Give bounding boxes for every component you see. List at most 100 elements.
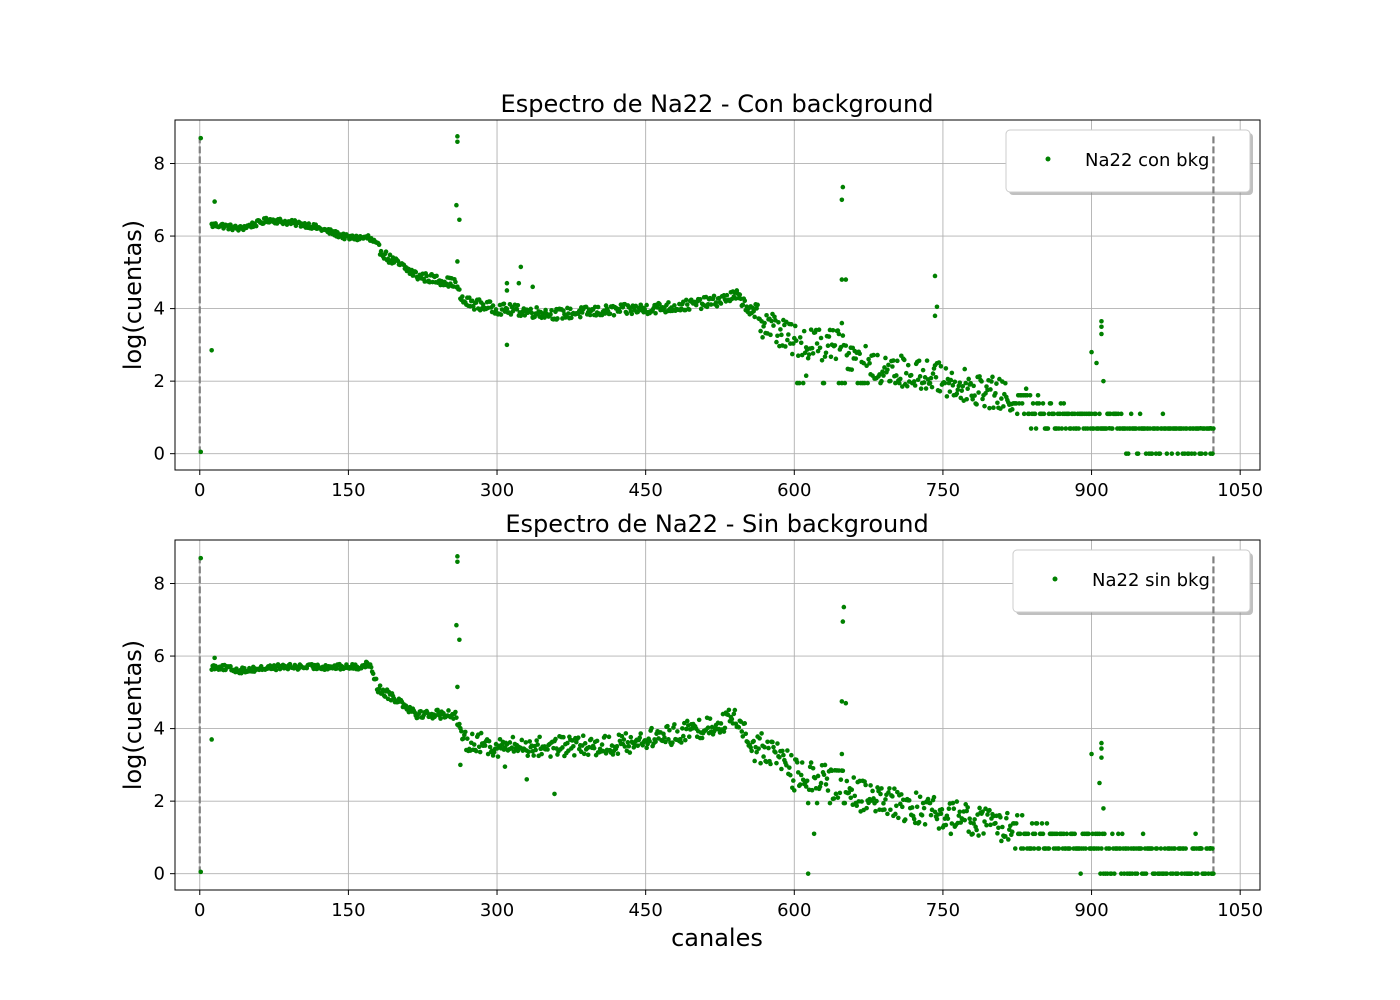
data-point <box>1051 411 1057 417</box>
data-point <box>1046 846 1052 851</box>
data-point <box>610 752 616 757</box>
data-point <box>770 739 775 745</box>
data-point <box>534 305 539 310</box>
data-point <box>635 309 641 315</box>
data-point <box>878 791 883 797</box>
data-point <box>623 731 629 736</box>
data-point <box>839 320 845 326</box>
data-point <box>988 387 993 392</box>
data-point <box>1021 411 1027 417</box>
data-point <box>1099 324 1104 330</box>
data-point <box>1137 411 1143 417</box>
data-point <box>1195 871 1200 876</box>
data-point <box>1149 846 1155 851</box>
data-point <box>721 729 727 734</box>
data-point <box>752 314 757 320</box>
data-point <box>760 335 765 340</box>
data-point <box>893 380 898 386</box>
data-point <box>574 739 579 745</box>
data-point <box>647 738 652 744</box>
data-point <box>684 718 690 724</box>
data-point <box>697 297 703 302</box>
data-point <box>568 306 573 312</box>
data-point <box>565 740 570 746</box>
data-point <box>699 735 705 741</box>
data-point <box>581 751 587 757</box>
data-point <box>927 800 933 806</box>
data-point <box>947 389 953 394</box>
data-point <box>373 676 379 682</box>
data-point <box>683 737 688 743</box>
data-point <box>948 377 954 383</box>
data-point <box>457 721 462 727</box>
data-point <box>875 352 880 358</box>
data-point <box>1032 411 1038 417</box>
data-point <box>800 380 806 386</box>
data-point <box>455 259 460 264</box>
data-point <box>866 356 871 362</box>
x-tick-label: 1050 <box>1217 480 1263 501</box>
data-point <box>486 738 492 744</box>
data-point <box>817 784 823 789</box>
data-point <box>822 354 828 359</box>
data-point <box>925 796 931 802</box>
data-point <box>415 715 421 720</box>
data-point <box>509 745 515 750</box>
data-point <box>865 380 870 386</box>
data-point <box>548 754 553 759</box>
data-point <box>1160 411 1166 417</box>
data-point <box>209 348 214 353</box>
data-point <box>964 396 969 402</box>
data-point <box>434 273 439 279</box>
data-point <box>932 809 938 815</box>
data-point <box>535 742 540 747</box>
data-point <box>991 405 996 411</box>
data-point <box>1061 401 1067 406</box>
data-point <box>843 277 849 282</box>
data-point <box>582 741 588 746</box>
data-point <box>588 736 594 742</box>
data-point <box>779 766 784 772</box>
data-point <box>533 747 538 753</box>
data-point <box>585 752 591 758</box>
data-point <box>729 716 735 722</box>
data-point <box>805 800 811 806</box>
data-point <box>863 343 868 349</box>
data-point <box>383 249 389 255</box>
data-point <box>951 806 957 811</box>
data-point <box>879 786 884 791</box>
data-point <box>554 317 559 322</box>
data-point <box>758 760 763 766</box>
data-point <box>943 366 949 371</box>
data-point <box>1169 451 1175 456</box>
data-point <box>879 378 884 384</box>
data-point <box>1076 426 1081 431</box>
data-point <box>976 390 981 395</box>
data-point <box>882 807 887 812</box>
data-point <box>471 307 477 312</box>
data-point <box>1023 386 1029 391</box>
data-point <box>1089 751 1094 757</box>
data-point <box>446 708 451 713</box>
data-point <box>629 311 635 317</box>
data-point <box>1199 451 1204 456</box>
data-point <box>848 795 854 801</box>
data-point <box>1135 451 1141 456</box>
data-point <box>909 805 915 810</box>
data-point <box>977 805 982 811</box>
data-point <box>814 800 820 806</box>
bottom-panel: Espectro de Na22 - Sin background log(cu… <box>119 510 1263 921</box>
data-point <box>854 803 860 808</box>
data-point <box>905 362 911 368</box>
data-point <box>543 307 548 313</box>
data-point <box>789 322 794 327</box>
data-point <box>1210 871 1215 876</box>
data-point <box>895 358 900 364</box>
data-point <box>1019 401 1025 406</box>
data-point <box>683 726 689 732</box>
data-point <box>1067 846 1073 851</box>
x-tick-label: 0 <box>194 900 205 921</box>
data-point <box>675 729 680 734</box>
data-point <box>995 400 1000 406</box>
data-point <box>994 381 999 386</box>
